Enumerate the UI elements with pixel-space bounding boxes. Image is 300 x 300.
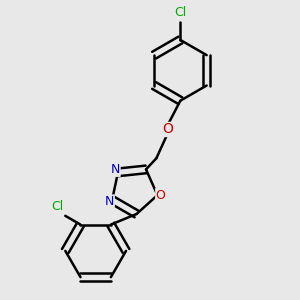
Text: O: O bbox=[156, 189, 166, 202]
Text: Cl: Cl bbox=[174, 6, 187, 19]
Text: Cl: Cl bbox=[51, 200, 64, 213]
Text: N: N bbox=[105, 195, 114, 208]
Text: O: O bbox=[162, 122, 173, 136]
Text: N: N bbox=[111, 163, 120, 176]
